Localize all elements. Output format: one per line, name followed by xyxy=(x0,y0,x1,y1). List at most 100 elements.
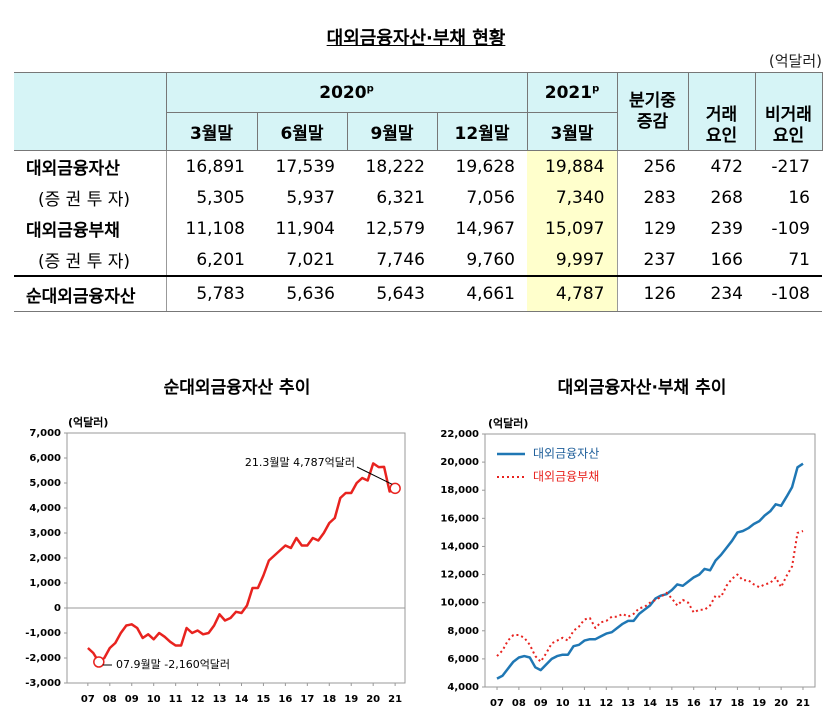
x-tick-label: 19 xyxy=(752,698,766,709)
table-cell: 16,891 xyxy=(165,150,257,182)
x-tick-label: 09 xyxy=(125,694,139,705)
series-line xyxy=(496,462,804,680)
table-cell: 5,643 xyxy=(347,275,437,312)
annotation: 21.3월말 4,787억달러 xyxy=(245,456,355,469)
table-cell: 16 xyxy=(788,187,810,208)
x-tick-label: 07 xyxy=(490,698,504,709)
table-cell: 7,746 xyxy=(376,249,425,270)
x-tick-label: 10 xyxy=(556,698,570,709)
table-row: 대외금융부채 11,108 11,904 12,579 14,967 15,097 129 2… xyxy=(14,213,822,244)
y-tick-label: -3,000 xyxy=(25,678,61,689)
table-cell: -217 xyxy=(771,156,810,177)
x-tick-label: 14 xyxy=(235,694,249,705)
table-cell: 129 xyxy=(616,213,688,244)
y-tick-label: 3,000 xyxy=(29,528,61,539)
highlight-point xyxy=(93,656,105,668)
x-tick-label: 16 xyxy=(687,698,701,709)
table-cell: 14,967 xyxy=(455,218,515,239)
x-tick-label: 21 xyxy=(388,694,402,705)
factor-label: 비거래 요인 xyxy=(765,105,812,146)
table-cell: 5,937 xyxy=(286,187,335,208)
table-cell: 15,097 xyxy=(527,213,617,244)
row-label: (증 권 투 자) xyxy=(38,252,131,272)
y-tick-label: 5,000 xyxy=(29,478,61,489)
x-tick-label: 15 xyxy=(665,698,679,709)
y-tick-label: 12,000 xyxy=(440,570,479,581)
table-cell: 268 xyxy=(710,187,743,208)
group-label: 2020 xyxy=(319,82,367,103)
y-tick-label: 8,000 xyxy=(447,626,479,637)
column-header: 3월말 xyxy=(526,112,618,151)
document-title: 대외금융자산·부채 현황 xyxy=(0,24,832,50)
annotation-leader xyxy=(356,466,393,485)
x-tick-label: 17 xyxy=(300,694,314,705)
chart-title: 대외금융자산·부채 추이 xyxy=(558,378,727,398)
y-tick-label: 4,000 xyxy=(29,503,61,514)
plot-frame xyxy=(66,432,406,684)
y-tick-label: 1,000 xyxy=(29,578,61,589)
table-cell: 7,021 xyxy=(286,249,335,270)
x-tick-label: 11 xyxy=(577,698,591,709)
y-tick-label: -2,000 xyxy=(25,653,61,664)
table-cell: 4,787 xyxy=(527,275,617,312)
y-tick-label: 4,000 xyxy=(447,682,479,693)
group-label: 2021 xyxy=(544,82,593,103)
y-axis-unit: (억달러) xyxy=(68,415,108,429)
x-tick-label: 10 xyxy=(147,694,161,705)
x-tick-label: 13 xyxy=(621,698,635,709)
column-header: 9월말 xyxy=(346,112,438,151)
factor-header: 거래 요인 xyxy=(687,72,756,151)
table-cell: 12,579 xyxy=(365,218,425,239)
series-line xyxy=(87,462,396,664)
y-tick-label: 14,000 xyxy=(440,541,479,552)
group-header: 2020p xyxy=(165,72,528,113)
table-cell: 234 xyxy=(688,275,755,312)
table-cell: 166 xyxy=(710,249,743,270)
table-cell: 71 xyxy=(788,249,810,270)
y-tick-label: 2,000 xyxy=(29,553,61,564)
x-tick-label: 18 xyxy=(730,698,744,709)
x-tick-label: 17 xyxy=(709,698,723,709)
change-label: 분기중 증감 xyxy=(629,91,676,132)
annotation: 07.9월말 -2,160억달러 xyxy=(116,658,230,671)
x-tick-label: 07 xyxy=(81,694,95,705)
table-cell: 5,305 xyxy=(165,182,257,213)
column-header: 6월말 xyxy=(256,112,348,151)
legend-label: 대외금융자산 xyxy=(533,447,599,461)
x-tick-label: 13 xyxy=(213,694,227,705)
row-label: 대외금융자산 xyxy=(26,159,120,179)
table-cell: 19,628 xyxy=(455,156,515,177)
x-tick-label: 16 xyxy=(278,694,292,705)
table-cell: 19,884 xyxy=(527,150,617,182)
table-cell: 283 xyxy=(616,182,688,213)
y-tick-label: 20,000 xyxy=(440,457,479,468)
group-mark: p xyxy=(592,82,600,94)
factor-header: 비거래 요인 xyxy=(754,72,823,151)
table-row: (증 권 투 자) 5,305 5,937 6,321 7,056 7,340 283 268… xyxy=(14,182,822,213)
column-header-row: 3월말 6월말 9월말 12월말 3월말 xyxy=(14,112,822,151)
y-tick-label: 7,000 xyxy=(29,428,61,439)
table-cell: 17,539 xyxy=(275,156,335,177)
table-cell: 237 xyxy=(616,244,688,276)
column-header: 12월말 xyxy=(436,112,528,151)
group-mark: p xyxy=(366,82,374,94)
table-cell: -108 xyxy=(755,275,822,312)
table-cell: 11,108 xyxy=(165,213,257,244)
y-tick-label: 18,000 xyxy=(440,485,479,496)
table-row: 대외금융자산 16,891 17,539 18,222 19,628 19,884 256 4… xyxy=(14,150,822,182)
table-row: 순대외금융자산 5,783 5,636 5,643 4,661 4,787 126 234 -1… xyxy=(14,275,822,312)
table-cell: 6,321 xyxy=(376,187,425,208)
unit-label: (억달러) xyxy=(768,52,822,70)
table-cell: 256 xyxy=(616,150,688,182)
row-label: 대외금융부채 xyxy=(26,221,120,241)
table-cell: 5,783 xyxy=(165,275,257,312)
x-tick-label: 08 xyxy=(103,694,117,705)
group-header: 2021p xyxy=(526,72,618,113)
y-tick-label: 16,000 xyxy=(440,513,479,524)
corner-cell xyxy=(14,72,167,151)
chart-title: 순대외금융자산 추이 xyxy=(164,378,311,398)
table-cell: 18,222 xyxy=(365,156,425,177)
row-label: (증 권 투 자) xyxy=(38,190,131,210)
x-tick-label: 14 xyxy=(643,698,657,709)
